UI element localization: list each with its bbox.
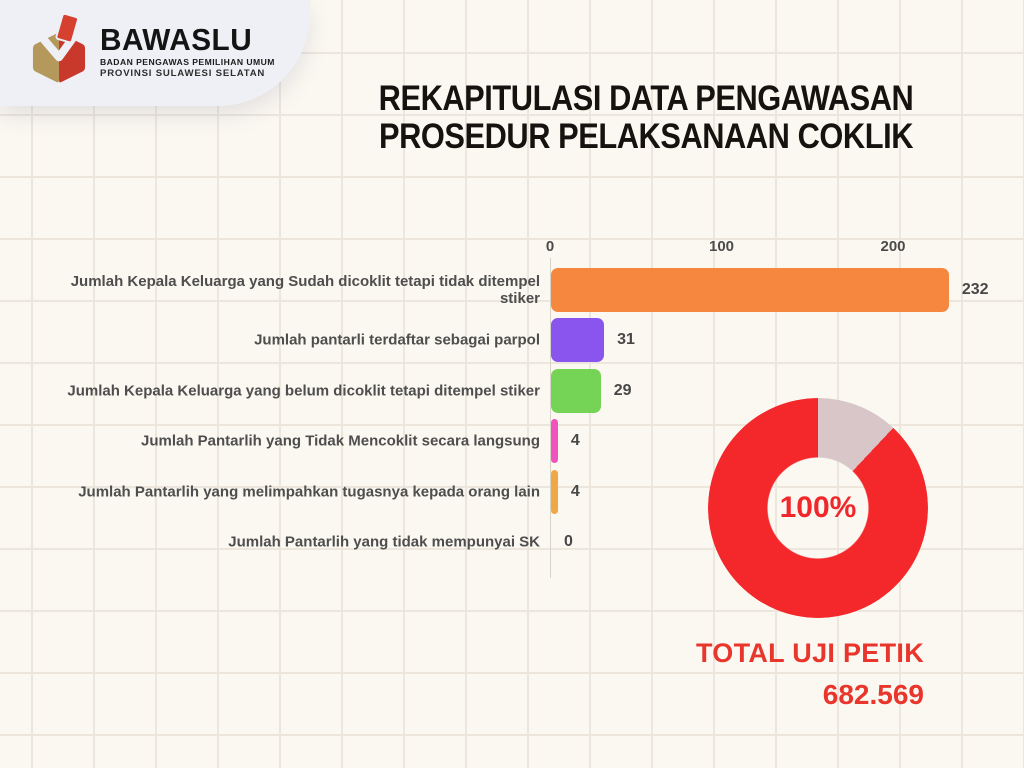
bar-value: 29: [613, 381, 632, 399]
bar-value: 31: [617, 331, 635, 349]
bar-row: Jumlah Kepala Keluarga yang Sudah dicokl…: [30, 265, 1010, 315]
bar-row: Jumlah Pantarlih yang melimpahkan tugasn…: [30, 467, 1010, 517]
donut-center-label: 100%: [779, 491, 857, 524]
x-axis-zero-line: [550, 258, 551, 578]
bar-category-label: Jumlah Kepala Keluarga yang Sudah dicokl…: [70, 272, 540, 307]
bar: [551, 318, 605, 363]
logo-subtitle-2: PROVINSI SULAWESI SELATAN: [100, 67, 266, 79]
bar-row: Jumlah pantarli terdaftar sebagai parpol…: [30, 315, 1010, 365]
bar-value: 4: [570, 432, 580, 450]
logo-brand: BAWASLU: [100, 21, 253, 57]
bawaslu-ballot-box-icon: [32, 13, 86, 83]
bar-row: Jumlah Pantarlih yang tidak mempunyai SK…: [30, 517, 1010, 567]
bar-value: 4: [570, 482, 580, 500]
bar: [551, 469, 558, 514]
donut-caption: TOTAL UJI PETIK 682.569: [696, 638, 924, 711]
bar: [551, 268, 949, 312]
bar-row: Jumlah Kepala Keluarga yang belum dicokl…: [30, 366, 1010, 416]
x-axis-tick: 100: [708, 238, 735, 255]
logo-subtitle-1: BADAN PENGAWAS PEMILIHAN UMUM: [100, 56, 275, 67]
bar: [551, 419, 558, 464]
bar-chart: 0 100 200 Jumlah Kepala Keluarga yang Suda…: [30, 238, 1010, 583]
x-axis-tick: 200: [880, 238, 906, 255]
bar-row: Jumlah Pantarlih yang Tidak Mencoklit se…: [30, 416, 1010, 466]
bar-category-label: Jumlah Pantarlih yang Tidak Mencoklit se…: [140, 432, 540, 450]
page-title-line1: REKAPITULASI DATA PENGAWASAN: [378, 79, 914, 118]
logo-card: BAWASLU BADAN PENGAWAS PEMILIHAN UMUM PR…: [0, 0, 310, 106]
bar-category-label: Jumlah Kepala Keluarga yang belum dicokl…: [67, 382, 540, 400]
page-title-line2: PROSEDUR PELAKSANAAN COKLIK: [379, 117, 913, 157]
logo-text: BAWASLU BADAN PENGAWAS PEMILIHAN UMUM PR…: [100, 24, 275, 78]
bar-category-label: Jumlah Pantarlih yang tidak mempunyai SK: [228, 533, 540, 551]
bar-category-label: Jumlah pantarli terdaftar sebagai parpol: [254, 331, 540, 349]
donut-chart: [708, 398, 928, 618]
donut-caption-text: TOTAL UJI PETIK: [695, 638, 924, 668]
bar-value: 232: [961, 281, 989, 298]
bar: [551, 368, 601, 413]
donut-total-value: 682.569: [822, 679, 924, 710]
bar-value: 0: [564, 533, 573, 550]
bar-category-label: Jumlah Pantarlih yang melimpahkan tugasn…: [78, 482, 540, 500]
page-title: REKAPITULASI DATA PENGAWASAN PROSEDUR PE…: [347, 79, 945, 157]
x-axis-tick: 0: [545, 238, 555, 255]
